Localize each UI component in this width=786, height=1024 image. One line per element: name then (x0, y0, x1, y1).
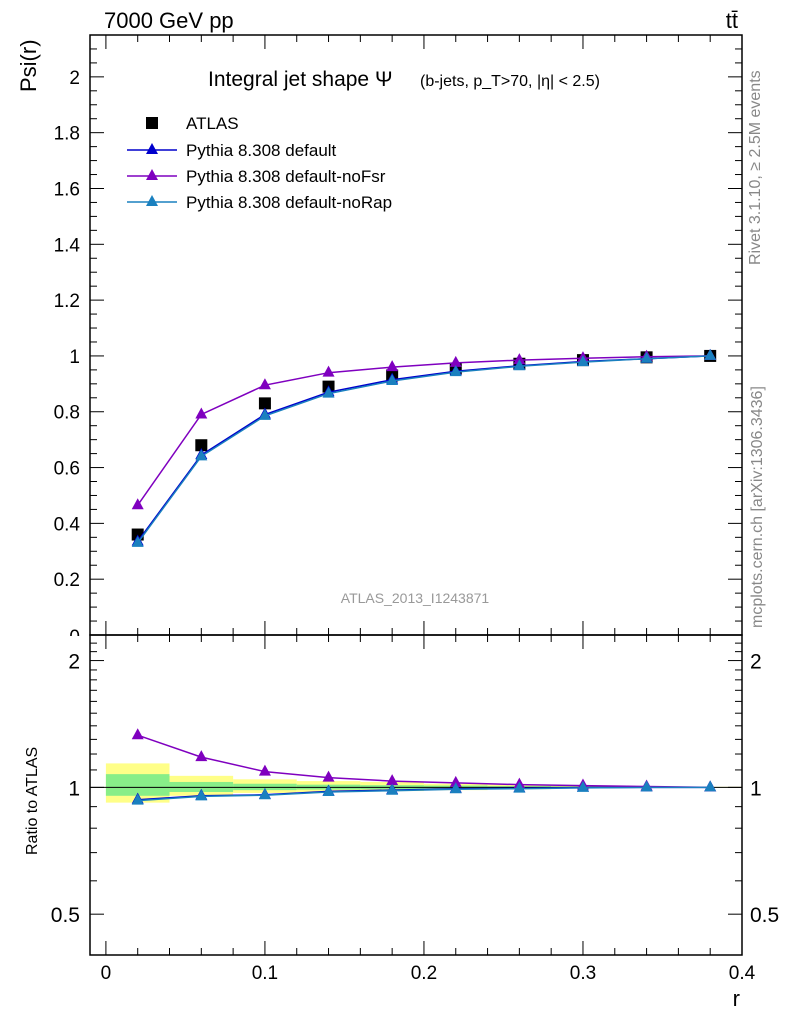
data-point-norap (195, 449, 208, 461)
ratio-point-norap (449, 782, 462, 794)
x-tick-label: 0.4 (729, 963, 756, 984)
legend-entry-nofsr: Pythia 8.308 default-noFsr (127, 167, 386, 186)
data-point-norap (513, 359, 526, 371)
data-point-nofsr (131, 498, 144, 510)
x-axis-label: r (733, 986, 740, 1011)
mcplots-reference-label: mcplots.cern.ch [arXiv:1306.3436] (749, 386, 766, 628)
ratio-point-norap (640, 780, 653, 792)
data-point-norap (576, 355, 589, 367)
main-y-tick-label: 0.8 (54, 403, 80, 424)
ratio-point-nofsr (449, 775, 462, 787)
ratio-y-tick-label-right: 1 (750, 777, 762, 800)
ratio-point-norap (513, 781, 526, 793)
ratio-point-nofsr (386, 774, 399, 786)
legend-label-norap: Pythia 8.308 default-noRap (186, 193, 392, 212)
main-y-tick-label: 0.4 (54, 514, 81, 535)
header-process-label: tt̄ (726, 8, 738, 33)
data-point-norap (640, 351, 653, 363)
legend-marker-nofsr (146, 169, 158, 180)
main-y-tick-label: 1 (69, 347, 80, 368)
ratio-point-nofsr (195, 750, 208, 762)
ratio-point-norap (386, 783, 399, 795)
ratio-point-norap (704, 780, 717, 792)
ratio-line-nofsr (137, 734, 711, 789)
main-y-tick-label: 1.4 (54, 235, 81, 256)
ratio-point-nofsr (258, 764, 271, 776)
legend-marker-norap (146, 195, 158, 206)
x-tick-label: 0.3 (570, 963, 596, 984)
data-point-atlas (195, 439, 208, 452)
ratio-line-norap (137, 786, 711, 802)
x-tick-label: 0.1 (252, 963, 278, 984)
data-point-nofsr (449, 355, 462, 367)
series-line-norap (137, 355, 711, 544)
x-tick-label: 0 (101, 963, 112, 984)
header-energy-label: 7000 GeV pp (104, 8, 234, 33)
ratio-point-nofsr (131, 728, 144, 740)
chart-title: Integral jet shape Ψ (208, 68, 393, 91)
chart-subtitle: (b-jets, p_T>70, |η| < 2.5) (420, 73, 600, 90)
ratio-point-norap (258, 788, 271, 800)
legend-entry-norap: Pythia 8.308 default-noRap (127, 193, 392, 212)
legend-entry-atlas: ATLAS (146, 114, 239, 133)
data-point-norap (386, 374, 399, 386)
legend: ATLAS Pythia 8.308 default Pythia 8.308 … (127, 114, 392, 212)
ratio-panel: 0.5 0.5 1 1 2 2 0 0.1 0.2 0.3 0.4 Ratio to ATLAS (24, 634, 779, 984)
data-point-atlas (258, 397, 271, 410)
main-panel: 0.20.40.60.811.21.41.61.820 Integral jet… (16, 34, 743, 650)
ratio-point-norap (131, 793, 144, 805)
data-point-nofsr (322, 365, 335, 377)
legend-label-nofsr: Pythia 8.308 default-noFsr (186, 167, 386, 186)
main-y-tick-label: 0.2 (54, 570, 80, 591)
data-point-nofsr (513, 353, 526, 365)
ratio-y-axis-label: Ratio to ATLAS (24, 747, 41, 855)
main-y-tick-label: 0.6 (54, 459, 80, 480)
ratio-point-nofsr (322, 770, 335, 782)
ratio-point-norap (195, 789, 208, 801)
ratio-point-norap (576, 780, 589, 792)
legend-label-default: Pythia 8.308 default (186, 141, 337, 160)
rivet-version-label: Rivet 3.1.10, ≥ 2.5M events (747, 70, 764, 265)
data-point-nofsr (258, 378, 271, 390)
ratio-y-tick-label: 2 (68, 651, 80, 674)
data-point-norap (258, 408, 271, 420)
main-y-tick-label: 2 (69, 68, 80, 89)
zero-label-mask (60, 636, 89, 650)
ratio-point-norap (322, 785, 335, 797)
ratio-y-tick-label-right: 2 (750, 651, 762, 674)
x-tick-label: 0.2 (411, 963, 437, 984)
uncertainty-band-green (105, 774, 170, 796)
data-point-nofsr (386, 360, 399, 372)
legend-entry-default: Pythia 8.308 default (127, 141, 337, 160)
main-y-axis-label: Psi(r) (16, 39, 41, 92)
data-point-nofsr (195, 407, 208, 419)
main-y-tick-label: 1.8 (54, 124, 80, 145)
ratio-y-tick-label: 1 (68, 777, 80, 800)
data-point-norap (131, 535, 144, 547)
analysis-watermark: ATLAS_2013_I1243871 (341, 590, 490, 606)
ratio-y-tick-label: 0.5 (51, 904, 80, 927)
legend-label-atlas: ATLAS (186, 114, 239, 133)
legend-marker-default (146, 143, 158, 154)
ratio-y-tick-label-right: 0.5 (750, 904, 779, 927)
data-point-norap (322, 386, 335, 398)
main-y-tick-label: 1.2 (54, 291, 80, 312)
data-point-norap (449, 365, 462, 377)
legend-marker-atlas (146, 117, 158, 129)
ratio-plot-frame (89, 634, 743, 956)
main-y-tick-label: 1.6 (54, 179, 80, 200)
series-line-nofsr (137, 355, 711, 506)
series-line-default (137, 355, 711, 542)
data-point-norap (704, 348, 717, 360)
